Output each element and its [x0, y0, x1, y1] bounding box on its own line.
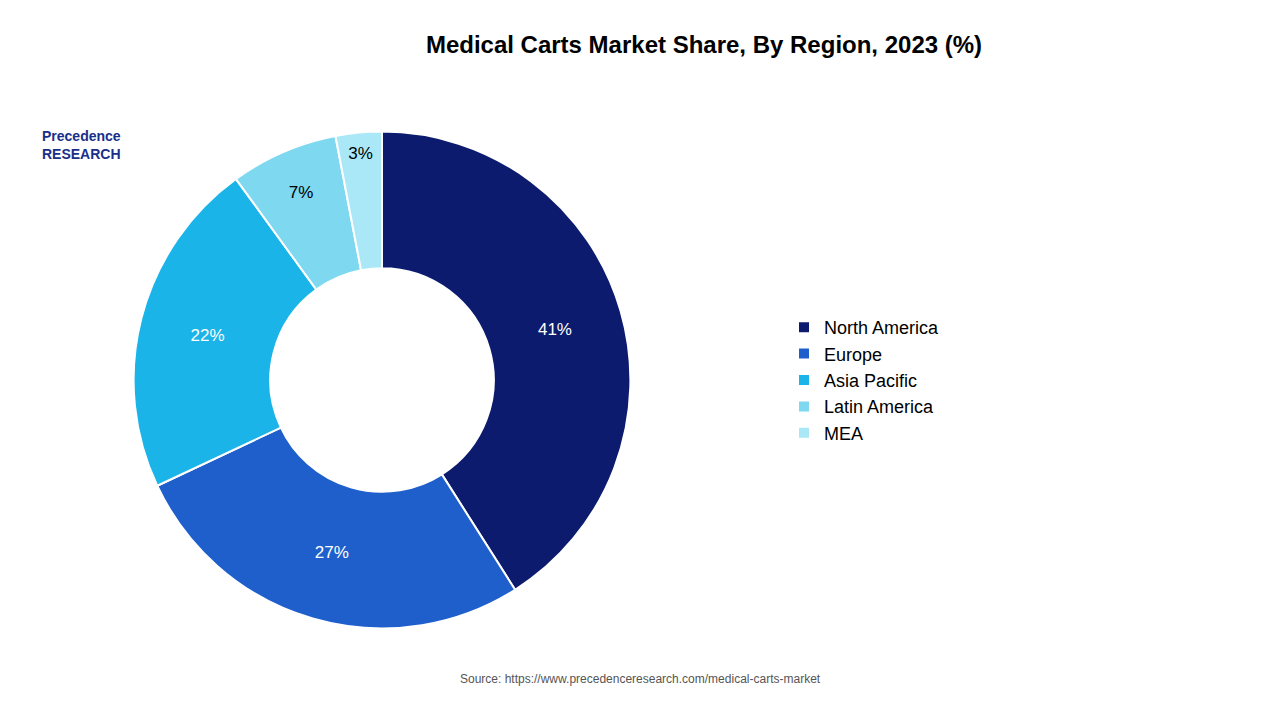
svg-text:Asia Pacific: Asia Pacific — [824, 371, 917, 391]
svg-text:Medical Carts Market Share, By: Medical Carts Market Share, By Region, 2… — [426, 31, 982, 58]
svg-text:Latin America: Latin America — [824, 397, 934, 417]
svg-text:PrecedenceRESEARCH: PrecedenceRESEARCH — [42, 128, 121, 162]
svg-text:27%: 27% — [315, 543, 349, 562]
svg-text:41%: 41% — [538, 320, 572, 339]
svg-text:Europe: Europe — [824, 345, 882, 365]
svg-text:Source: https://www.precedence: Source: https://www.precedenceresearch.c… — [460, 672, 821, 686]
svg-text:7%: 7% — [289, 183, 314, 202]
svg-text:MEA: MEA — [824, 424, 863, 444]
svg-text:22%: 22% — [191, 326, 225, 345]
svg-text:3%: 3% — [348, 144, 373, 163]
svg-text:North America: North America — [824, 318, 939, 338]
